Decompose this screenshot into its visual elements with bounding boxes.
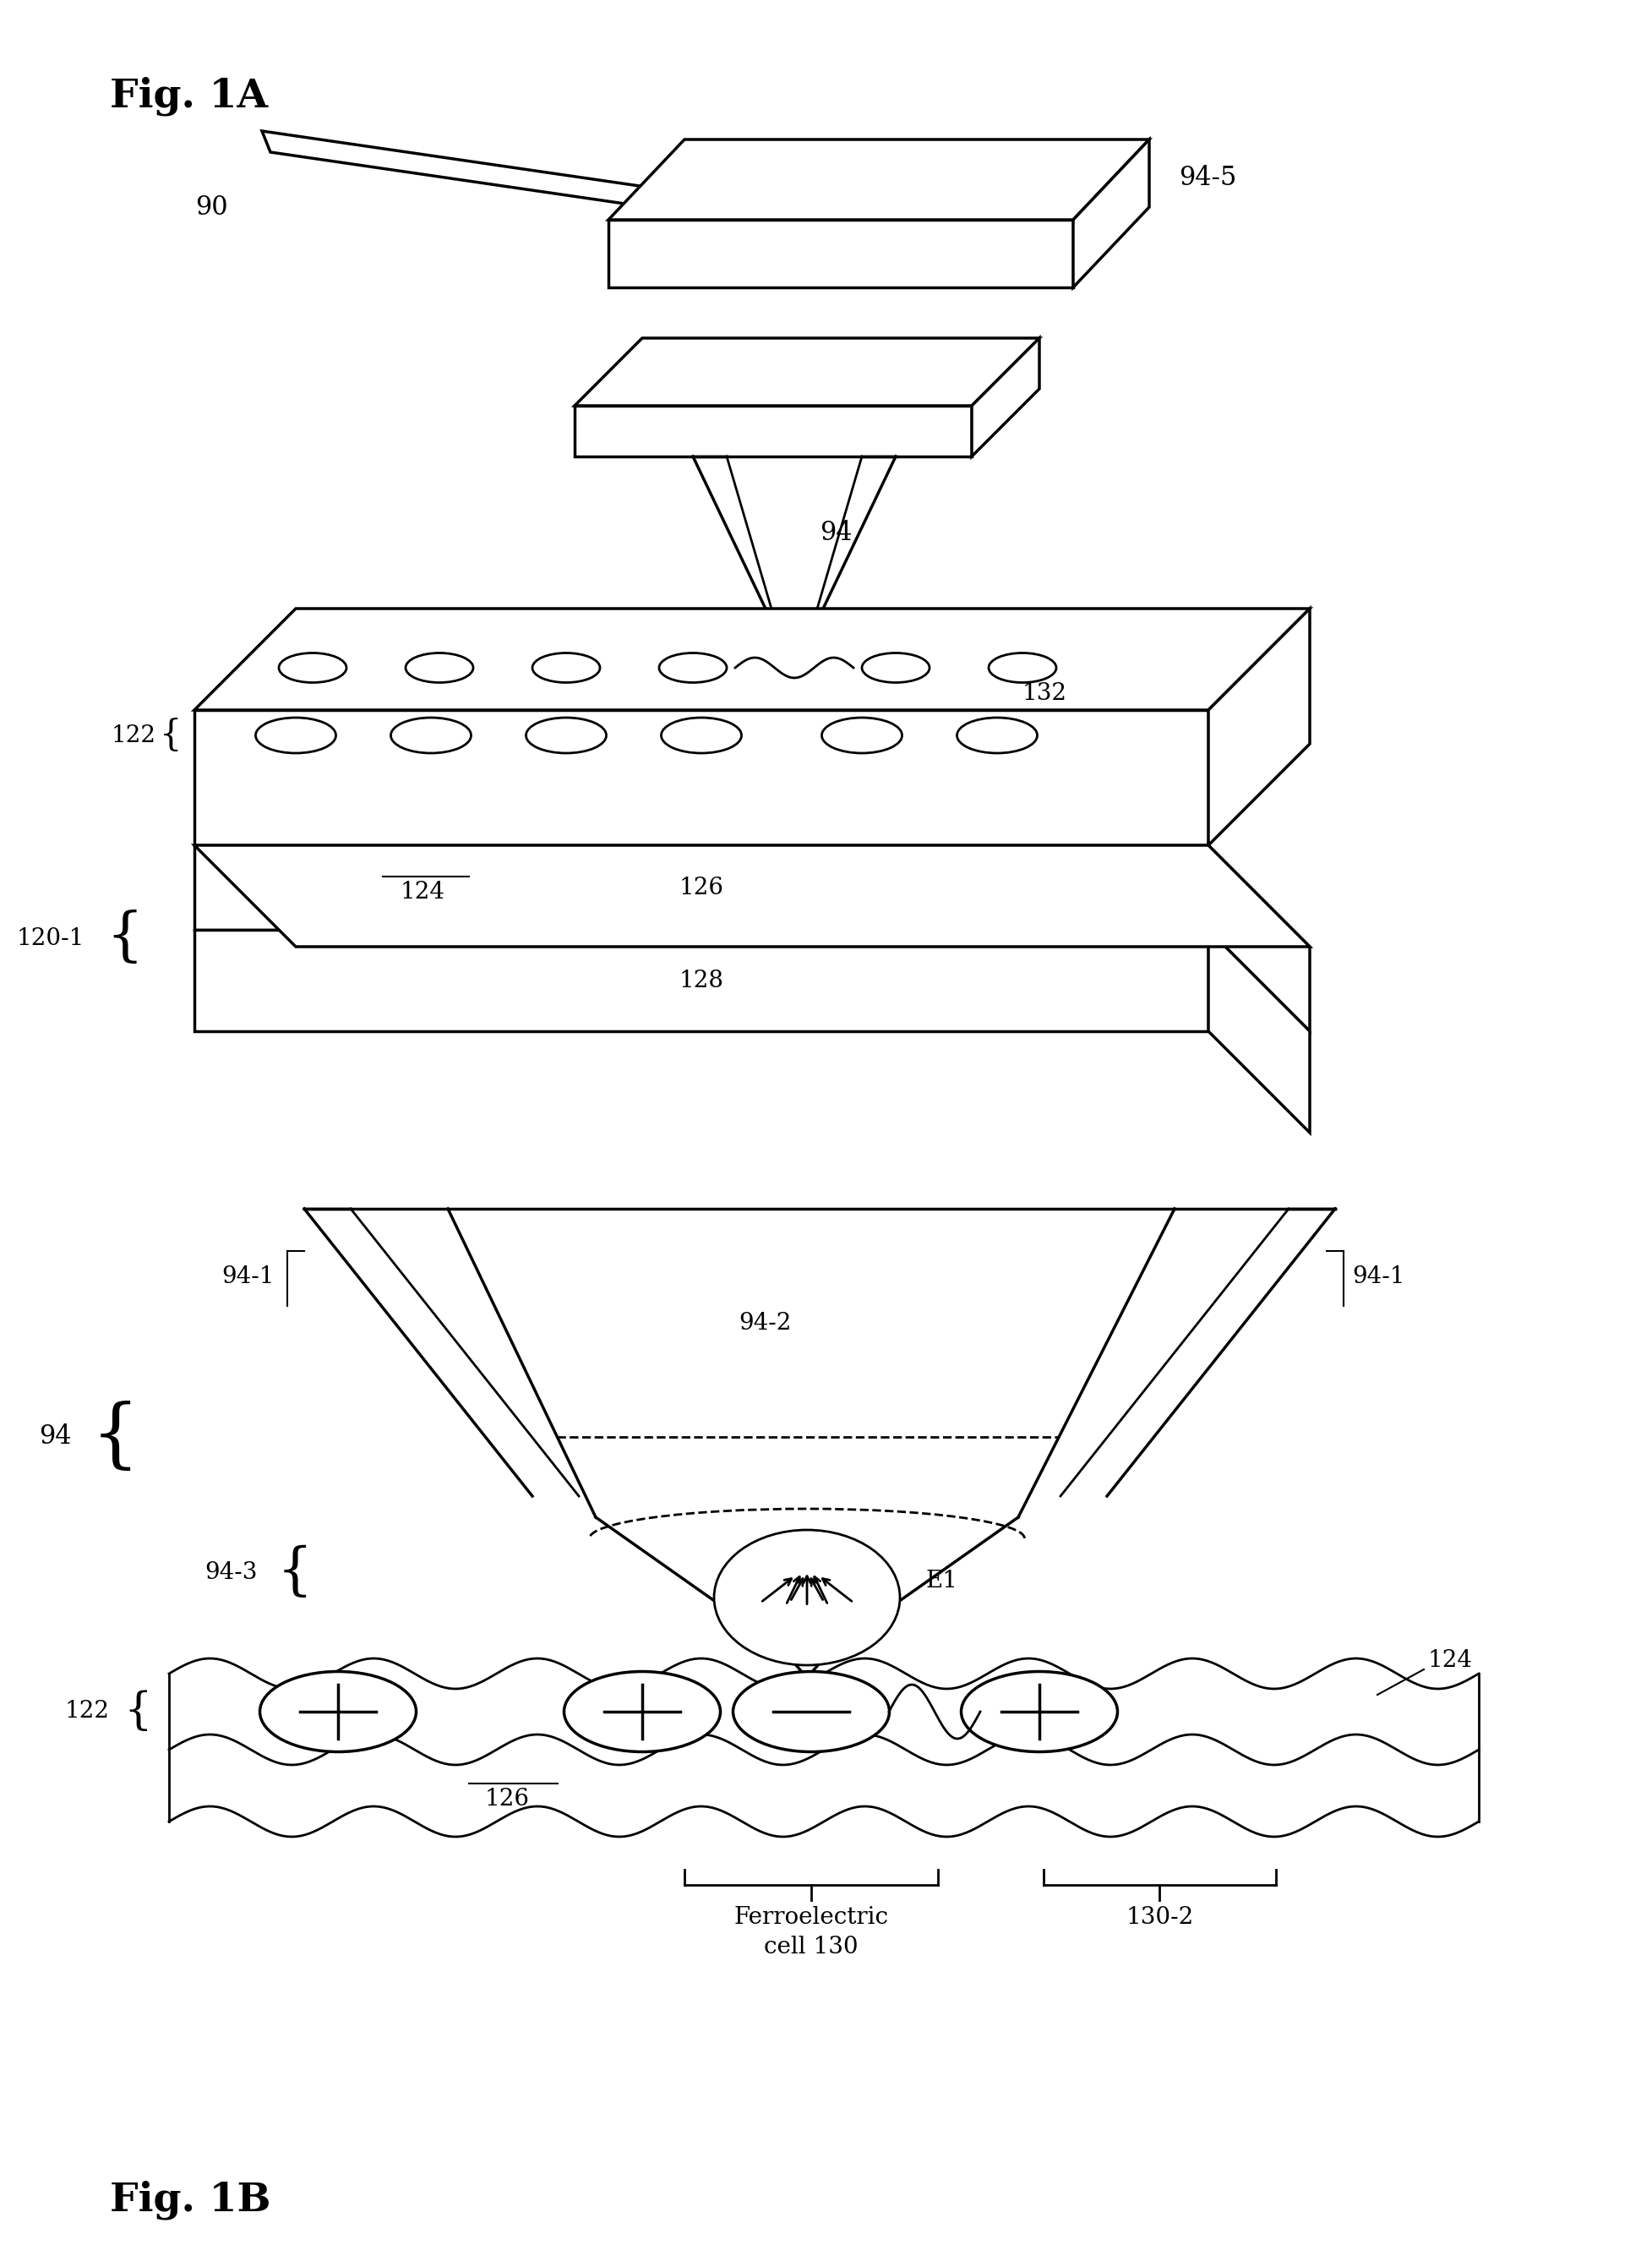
Ellipse shape [406, 653, 472, 682]
Polygon shape [195, 846, 1208, 929]
Ellipse shape [525, 719, 606, 753]
Ellipse shape [279, 653, 347, 682]
Polygon shape [263, 131, 735, 220]
Text: 128: 128 [679, 968, 724, 993]
Ellipse shape [256, 719, 335, 753]
Polygon shape [195, 929, 1208, 1031]
Polygon shape [195, 846, 1310, 948]
Text: {: { [91, 1401, 139, 1474]
Ellipse shape [862, 653, 930, 682]
Text: 94-1: 94-1 [1351, 1265, 1404, 1288]
Ellipse shape [532, 653, 600, 682]
Ellipse shape [714, 1530, 900, 1666]
Text: 124: 124 [1427, 1650, 1474, 1673]
Text: 124: 124 [400, 882, 444, 905]
Text: 94: 94 [819, 519, 852, 546]
Text: 132: 132 [988, 1721, 1034, 1743]
Text: 122: 122 [64, 1700, 109, 1723]
Text: {: { [106, 909, 144, 966]
Ellipse shape [733, 1671, 889, 1752]
Text: Ferroelectric
cell 130: Ferroelectric cell 130 [733, 1907, 889, 1959]
Text: 94-1: 94-1 [221, 1265, 274, 1288]
Ellipse shape [957, 719, 1037, 753]
Ellipse shape [259, 1671, 416, 1752]
Text: 126: 126 [679, 875, 724, 900]
Text: Fig. 1A: Fig. 1A [109, 77, 268, 116]
Text: 94-3: 94-3 [205, 1560, 258, 1585]
Text: 94-2: 94-2 [738, 1310, 791, 1335]
Polygon shape [608, 220, 1074, 288]
Text: 130-2: 130-2 [1127, 1907, 1194, 1929]
Ellipse shape [661, 719, 742, 753]
Text: Fig. 1B: Fig. 1B [109, 2181, 271, 2219]
Polygon shape [575, 406, 971, 456]
Polygon shape [1074, 141, 1150, 288]
Polygon shape [608, 141, 1150, 220]
Text: {: { [159, 719, 182, 753]
Polygon shape [195, 710, 1208, 846]
Text: E1: E1 [925, 1569, 958, 1591]
Text: 122: 122 [112, 723, 157, 746]
Polygon shape [575, 338, 1039, 406]
Polygon shape [971, 338, 1039, 456]
Ellipse shape [988, 653, 1056, 682]
Polygon shape [1208, 929, 1310, 1134]
Text: 94: 94 [40, 1424, 71, 1451]
Ellipse shape [961, 1671, 1117, 1752]
Polygon shape [1208, 846, 1310, 1031]
Polygon shape [1208, 608, 1310, 846]
Text: 94-5: 94-5 [1180, 165, 1237, 190]
Text: {: { [278, 1544, 312, 1601]
Polygon shape [195, 608, 1310, 710]
Ellipse shape [659, 653, 727, 682]
Text: {: { [124, 1691, 152, 1734]
Text: 132: 132 [1023, 682, 1067, 705]
Text: 90: 90 [195, 195, 228, 220]
Text: 126: 126 [484, 1789, 529, 1811]
Ellipse shape [392, 719, 471, 753]
Ellipse shape [563, 1671, 720, 1752]
Ellipse shape [821, 719, 902, 753]
Text: 120-1: 120-1 [17, 927, 84, 950]
